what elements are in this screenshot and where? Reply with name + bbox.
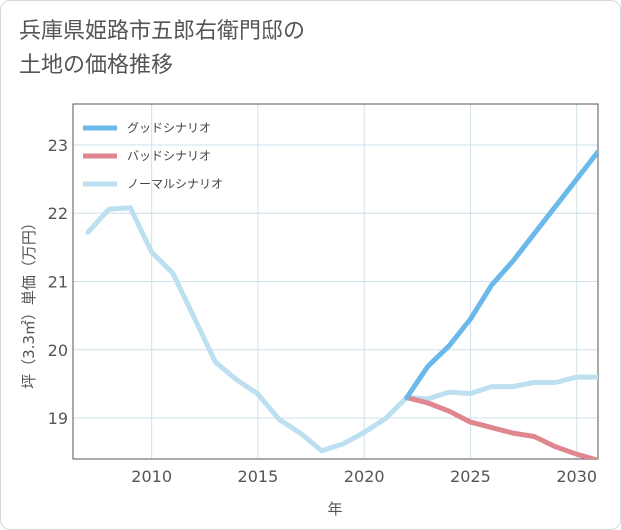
chart-title: 兵庫県姫路市五郎右衛門邸の 土地の価格推移 [19,15,579,83]
chart-title-line1: 兵庫県姫路市五郎右衛門邸の [19,19,306,44]
plot-area-frame [72,103,599,460]
series-line-2 [85,205,598,454]
grid-lines [73,104,598,459]
x-tick-label: 2010 [131,467,172,486]
series-line-1 [404,395,598,459]
series-layer [85,149,598,459]
y-tick-label: 22 [48,204,68,223]
x-tick-label: 2020 [344,467,385,486]
legend-label-2: ノーマルシナリオ [127,177,223,191]
x-tick-label: 2030 [556,467,597,486]
y-axis-label: 坪（3.3㎡）単価（万円） [20,215,38,389]
legend-label-0: グッドシナリオ [127,121,211,135]
x-tick-label: 2025 [450,467,491,486]
y-tick-label: 19 [48,409,68,428]
y-tick-label: 21 [48,273,68,292]
series-line-0 [404,149,598,401]
y-tick-label: 23 [48,136,68,155]
y-tick-label: 20 [48,341,68,360]
x-tick-labels: 2010 2015 2020 2025 2030 [131,467,597,486]
x-axis-label: 年 [327,500,342,518]
chart-title-line2: 土地の価格推移 [19,53,174,78]
x-tick-label: 2015 [238,467,279,486]
y-tick-labels: 19 20 21 22 23 [48,136,68,428]
legend-label-1: バッドシナリオ [127,149,211,163]
